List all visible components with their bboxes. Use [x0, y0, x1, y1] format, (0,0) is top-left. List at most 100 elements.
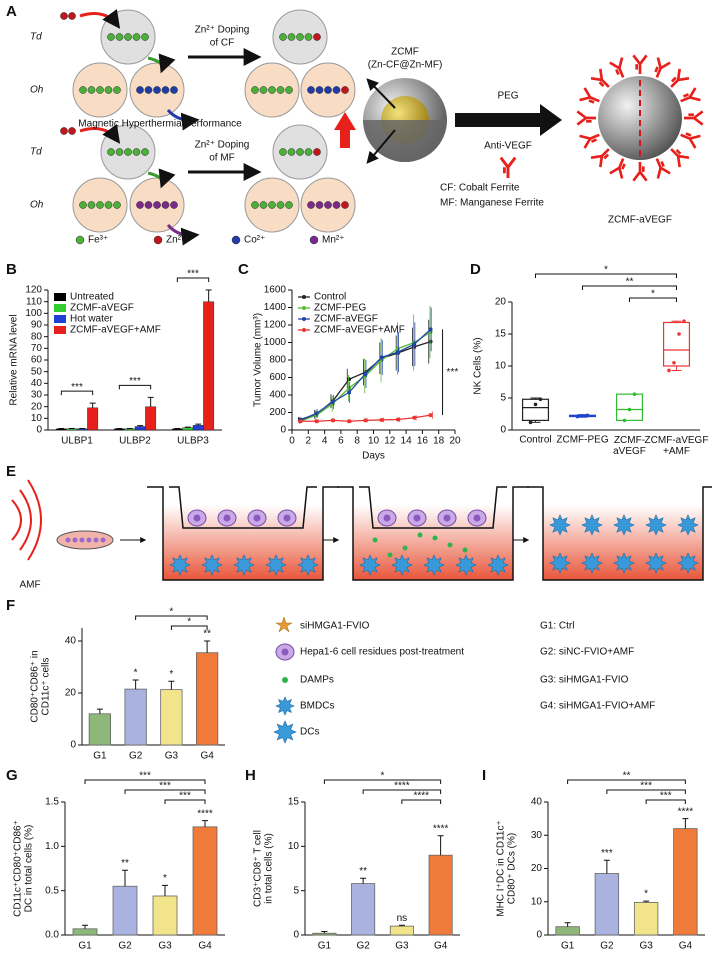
comparison-bracket — [135, 615, 208, 620]
ion — [161, 86, 170, 94]
damp — [387, 552, 393, 558]
comparison-label: *** — [71, 382, 83, 393]
x-tick-label: 14 — [401, 436, 413, 447]
antibody — [680, 87, 701, 103]
comparison-label: ** — [626, 277, 634, 288]
x-tick-label: ULBP2 — [119, 436, 151, 447]
y-tick-label: 600 — [269, 372, 286, 383]
y-tick-label: 20 — [31, 401, 43, 412]
ion-legend-dot — [75, 235, 85, 245]
ion — [87, 86, 96, 94]
dish-cell — [86, 537, 92, 543]
site-label: Oh — [30, 200, 44, 211]
group-label: G4: siHMGA1-FVIO+AMF — [540, 701, 655, 712]
panel-label: H — [245, 767, 256, 784]
legend-item: Hepa1-6 cell residues post-treatment — [300, 647, 464, 658]
data-point — [575, 414, 580, 419]
y-tick-label: 20 — [495, 297, 507, 308]
comparison-bracket — [362, 789, 442, 794]
dc-cell — [297, 554, 319, 576]
ion — [79, 201, 87, 209]
ion — [279, 33, 287, 41]
y-tick-label: 200 — [269, 407, 286, 418]
box — [662, 321, 691, 367]
nucleus — [413, 514, 421, 522]
ion — [79, 86, 87, 94]
x-tick-label: ZCMF-aVEGF +AMF — [645, 435, 709, 457]
y-tick-label: 1400 — [264, 302, 287, 313]
comparison-label: **** — [394, 781, 410, 792]
ion-legend-dot — [309, 235, 319, 245]
x-tick-label: G3 — [158, 941, 172, 952]
site-label: Td — [30, 147, 42, 158]
zcmf-label: (Zn-CF@Zn-MF) — [368, 60, 443, 71]
point — [363, 372, 368, 376]
ion — [96, 86, 104, 94]
ion — [287, 148, 296, 156]
y-tick-label: 40 — [65, 636, 77, 647]
ion — [268, 201, 276, 209]
comparison-bracket — [645, 799, 686, 804]
y-tick-label: 40 — [31, 378, 43, 389]
ion — [313, 33, 321, 41]
data-point — [580, 414, 585, 418]
dish-cell — [100, 537, 106, 543]
panel-label: G — [6, 767, 18, 784]
bar — [134, 426, 146, 431]
error-bar — [437, 835, 444, 856]
error-bar — [643, 900, 650, 903]
ion — [104, 201, 113, 209]
comparison-bracket — [323, 779, 442, 784]
y-tick-label: 10 — [531, 896, 543, 907]
point — [412, 415, 417, 420]
ion — [285, 86, 293, 94]
legend-marker — [302, 317, 306, 321]
legend-item: siHMGA1-FVIO — [300, 621, 370, 632]
y-axis-label: NK Cells (%) — [473, 337, 484, 394]
doping-label: of MF — [209, 153, 235, 164]
y-tick-label: 0.5 — [45, 885, 59, 896]
x-tick-label: ZCMF-PEG — [556, 435, 608, 446]
legend-label: Untreated — [70, 292, 114, 303]
icon-damp — [282, 677, 288, 683]
ion — [279, 148, 287, 156]
bar-annotation: ** — [121, 858, 129, 869]
ion — [141, 33, 149, 41]
group-label: G2: siNC-FVIO+AMF — [540, 647, 634, 658]
ion — [107, 148, 115, 156]
point — [412, 342, 417, 347]
y-tick-label: 800 — [269, 355, 286, 366]
well — [527, 486, 712, 581]
comparison-label: * — [169, 607, 173, 618]
dc-cell — [549, 552, 571, 574]
point — [347, 377, 352, 382]
bar — [195, 652, 219, 746]
bar — [112, 885, 138, 936]
text-line: ZCMF- — [614, 435, 645, 446]
bar — [55, 428, 67, 431]
dc-cell — [265, 554, 287, 576]
error-bar — [202, 820, 208, 827]
arrow — [166, 108, 200, 131]
bar — [351, 883, 376, 936]
legend-item: DAMPs — [300, 675, 334, 686]
antibody — [499, 156, 517, 178]
x-tick-label: G4 — [198, 941, 212, 952]
antibody — [609, 158, 626, 179]
field-wave — [27, 479, 42, 561]
antibody — [632, 54, 648, 74]
legend-swatch — [54, 315, 66, 323]
ion-legend-label: Co²⁺ — [244, 235, 265, 246]
icon-fvio — [275, 616, 293, 633]
x-tick-label: G1 — [561, 941, 575, 952]
ion — [68, 127, 76, 135]
nucleus — [443, 514, 451, 522]
data-point — [667, 368, 671, 373]
ion — [307, 201, 315, 209]
point — [330, 400, 335, 404]
field-wave — [19, 489, 32, 551]
bar — [203, 301, 215, 431]
error-bar — [184, 426, 191, 428]
error-bar — [147, 396, 154, 407]
comparison-bracket — [60, 390, 94, 396]
